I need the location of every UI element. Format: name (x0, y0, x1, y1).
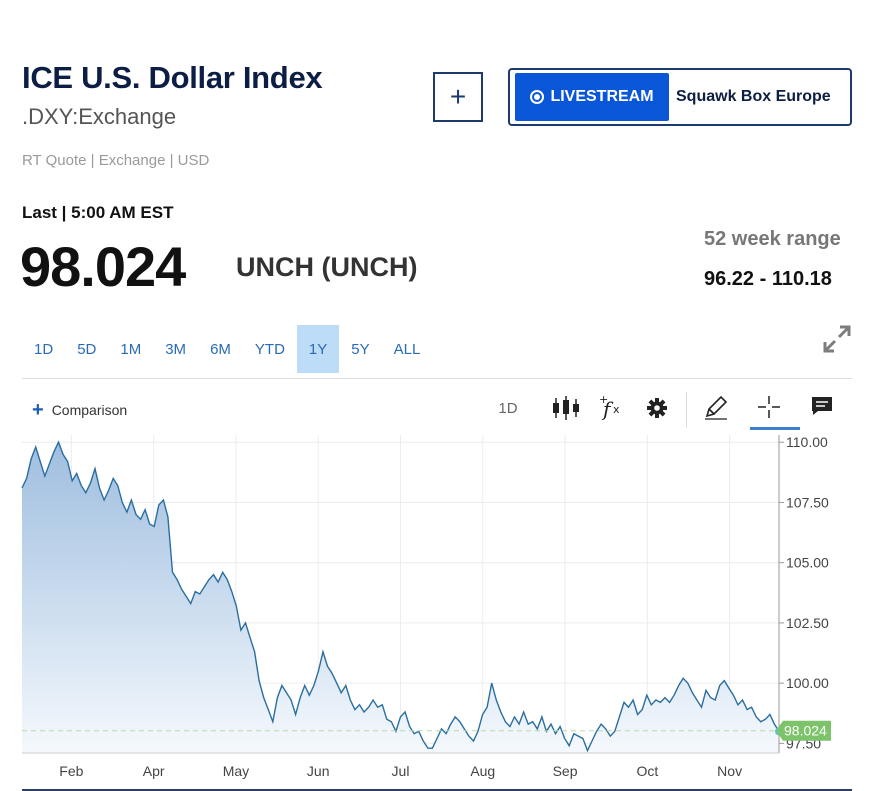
add-to-watchlist-button[interactable]: + (433, 72, 483, 122)
livestream-label: LIVESTREAM (550, 88, 654, 105)
series-area (22, 442, 779, 753)
crosshair-icon[interactable] (756, 394, 782, 420)
price-change: UNCH (UNCH) (236, 252, 418, 282)
x-tick-label: Oct (636, 763, 658, 779)
x-tick-label: Nov (717, 763, 742, 779)
gear-icon[interactable] (646, 397, 668, 419)
y-tick-label: 107.50 (786, 494, 829, 510)
x-tick-label: Aug (470, 763, 495, 779)
series-line (21, 440, 780, 753)
y-tick-label: 100.00 (786, 675, 829, 691)
y-tick-label: 110.00 (786, 435, 828, 450)
x-tick-label: May (223, 763, 249, 779)
active-tool-indicator (750, 427, 800, 430)
tab-1d[interactable]: 1D (34, 340, 54, 358)
tab-all[interactable]: ALL (393, 340, 421, 358)
function-icon[interactable]: + f x (597, 394, 625, 422)
tab-6m[interactable]: 6M (210, 340, 231, 358)
tab-5y[interactable]: 5Y (351, 340, 370, 358)
page-title: ICE U.S. Dollar Index (22, 60, 323, 95)
quote-meta: RT Quote | Exchange | USD (22, 152, 210, 169)
last-price: 98.024 (20, 235, 186, 298)
week-range-label: 52 week range (704, 228, 841, 250)
svg-text:x: x (613, 403, 620, 416)
tab-1y[interactable]: 1Y (296, 325, 340, 373)
toolbar-divider (686, 392, 687, 428)
x-tick-label: Apr (143, 763, 165, 779)
live-dot-icon (530, 90, 545, 104)
y-tick-label: 102.50 (786, 615, 829, 631)
tab-5d[interactable]: 5D (77, 340, 97, 358)
comparison-button[interactable]: + Comparison (32, 399, 128, 421)
livestream-button[interactable]: LIVESTREAM (515, 73, 669, 121)
tab-3m[interactable]: 3M (165, 340, 187, 358)
divider (22, 378, 852, 379)
symbol-label: .DXY:Exchange (22, 104, 177, 129)
comment-icon[interactable] (810, 394, 834, 418)
livestream-widget[interactable] (508, 68, 852, 126)
svg-text:+: + (599, 394, 608, 406)
week-range-value: 96.22 - 110.18 (704, 268, 832, 290)
interval-selector[interactable]: 1D (498, 399, 518, 417)
x-tick-label: Feb (59, 763, 83, 779)
livestream-show-name[interactable]: Squawk Box Europe (676, 88, 831, 105)
tab-ytd[interactable]: YTD (254, 340, 285, 358)
x-tick-label: Jun (307, 763, 330, 779)
x-tick-label: Jul (392, 763, 410, 779)
last-value-badge (776, 720, 831, 741)
pencil-icon[interactable] (703, 394, 729, 420)
tab-1m[interactable]: 1M (120, 340, 142, 358)
x-tick-label: Sep (553, 763, 578, 779)
range-tabs: 1D 5D 1M 3M 6M YTD 1Y 5Y ALL (22, 325, 432, 373)
last-value-label: 98.024 (784, 723, 827, 739)
last-trade-label: Last | 5:00 AM EST (22, 203, 174, 222)
comparison-label: Comparison (51, 402, 128, 418)
plus-icon: + (32, 399, 44, 421)
expand-icon[interactable] (822, 324, 852, 354)
y-tick-label: 105.00 (786, 555, 829, 571)
candlestick-icon[interactable] (552, 396, 580, 420)
